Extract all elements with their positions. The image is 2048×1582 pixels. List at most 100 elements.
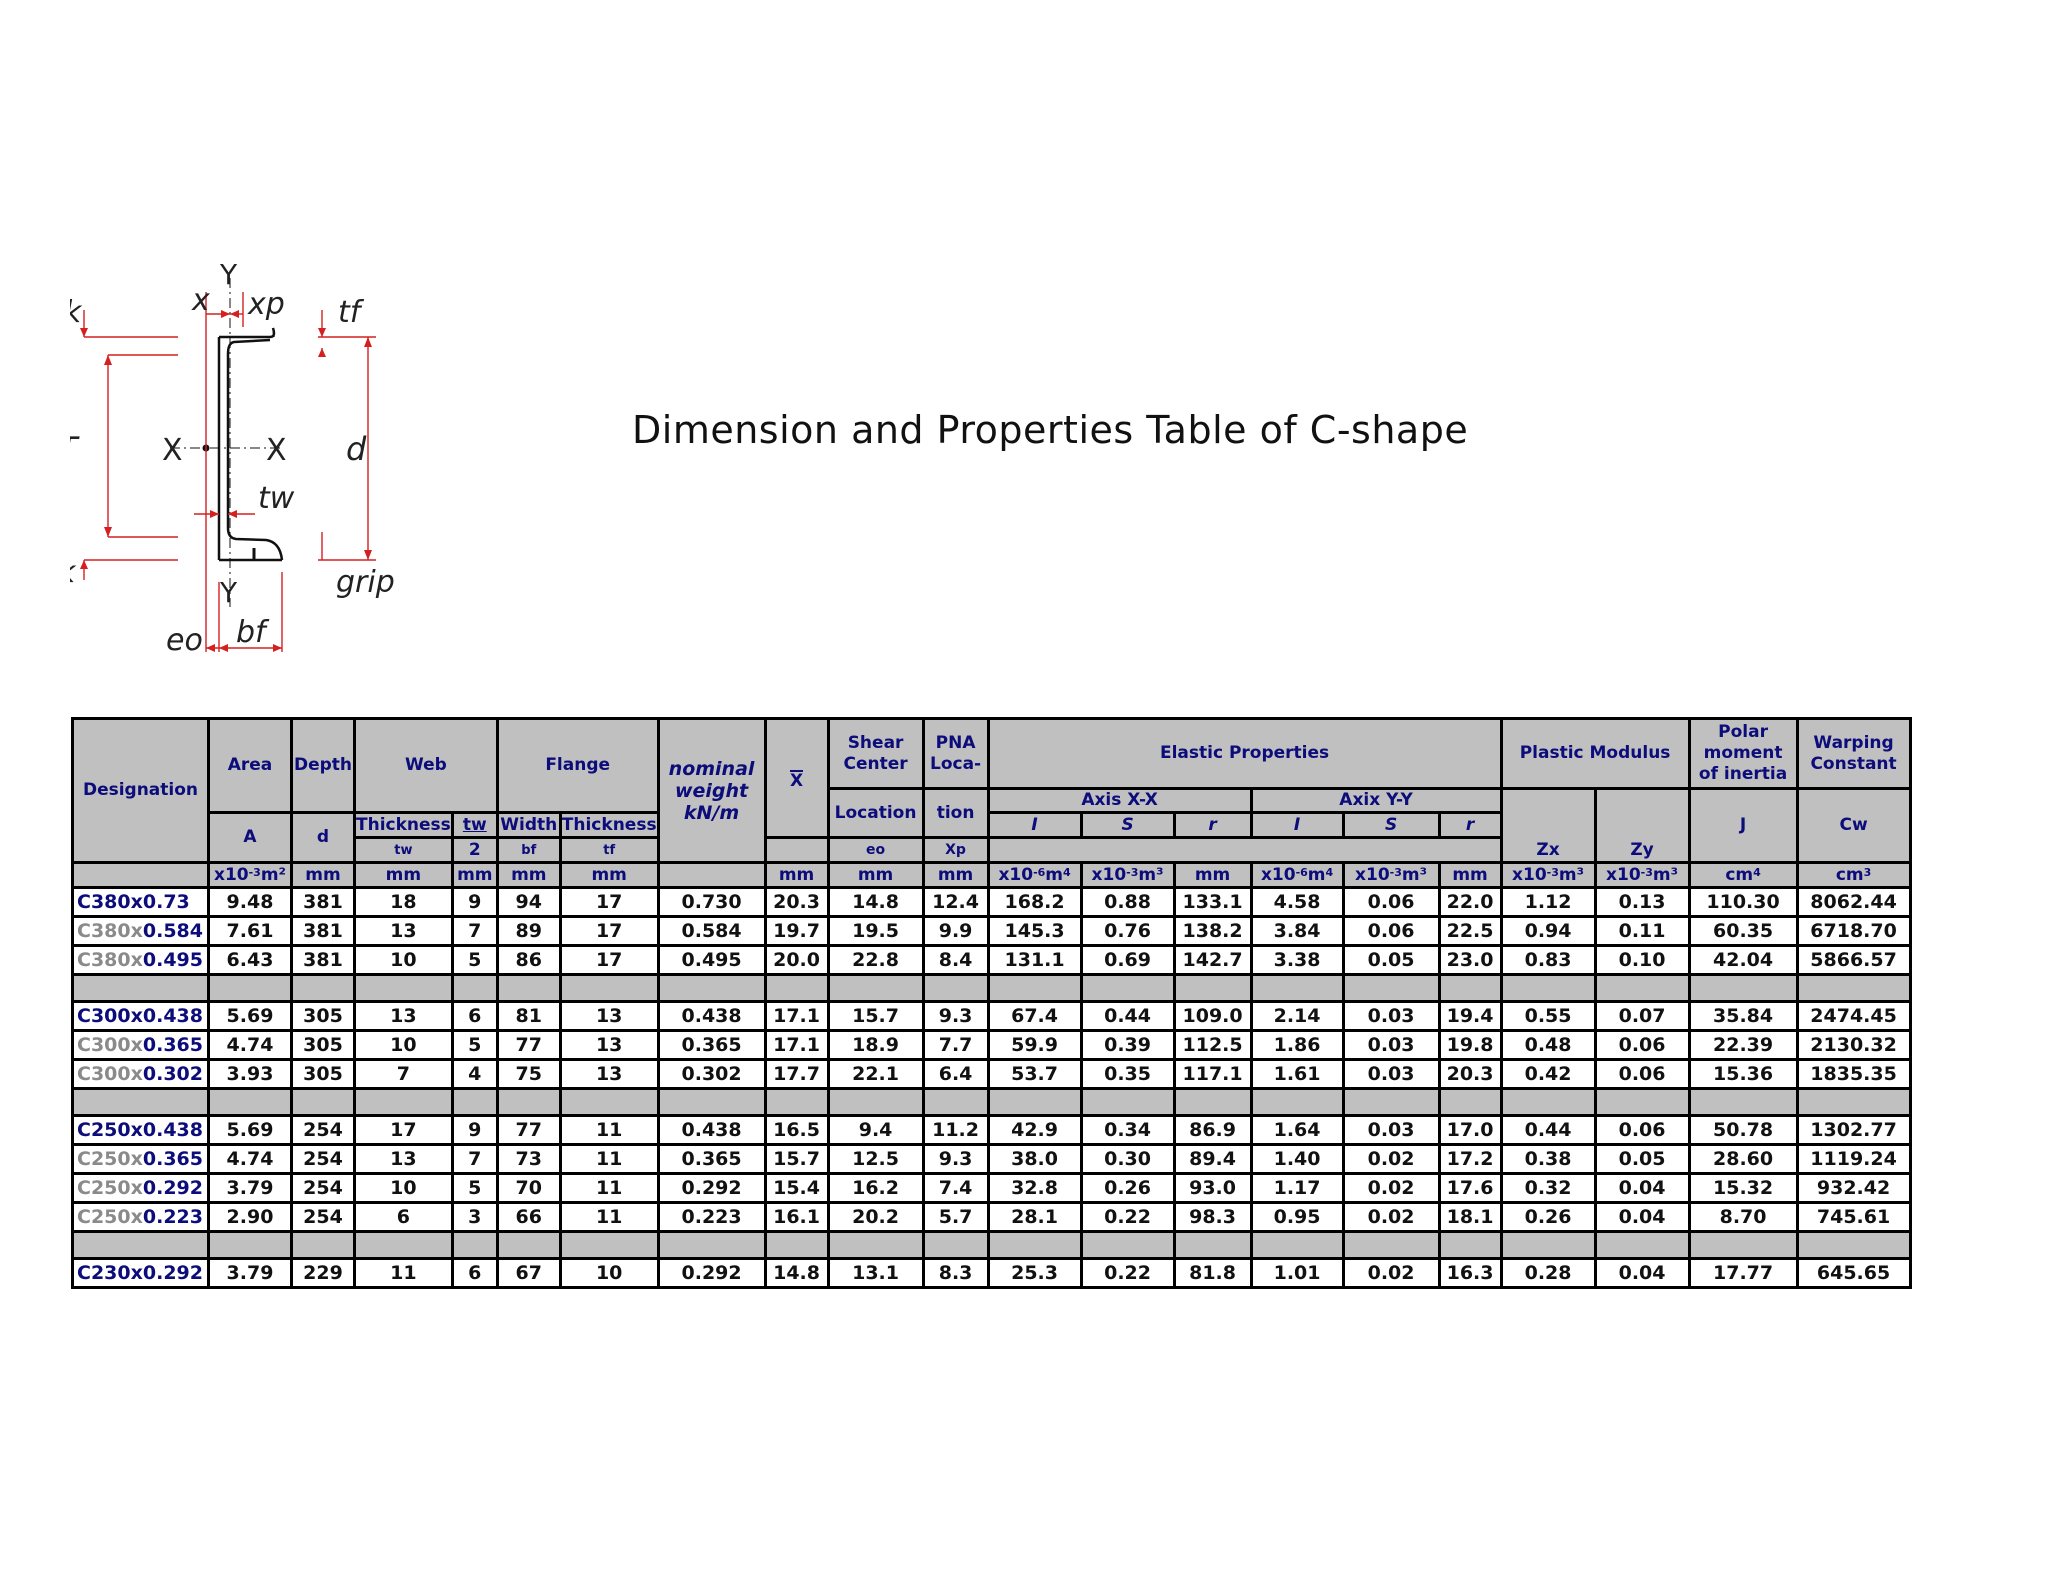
header-shear-center-line1: Shear <box>847 732 904 753</box>
table-cell: 0.292 <box>656 1257 767 1289</box>
designation-prefix: C380x <box>77 891 143 913</box>
table-cell: 142.7 <box>1172 944 1253 976</box>
table-cell: 15.4 <box>763 1172 830 1204</box>
spacer-cell <box>763 1087 830 1117</box>
spacer-cell <box>921 1087 990 1117</box>
table-cell: 28.60 <box>1687 1143 1799 1175</box>
designation-suffix: 0.365 <box>142 1034 203 1056</box>
header-nominal-weight-line3: kN/m <box>683 801 740 824</box>
table-cell: 1.40 <box>1249 1143 1345 1175</box>
table-cell: 9.3 <box>921 1143 990 1175</box>
table-row: C300x0.365 4.74 305 10 5 77 13 0.365 17.1 18.9 7.7… <box>71 1029 1912 1061</box>
table-cell: 0.02 <box>1341 1172 1441 1204</box>
table-cell: 93.0 <box>1172 1172 1253 1204</box>
table-cell: 4.74 <box>207 1029 293 1061</box>
table-cell: 0.55 <box>1499 1000 1597 1032</box>
table-cell: 5.69 <box>207 1114 293 1146</box>
table-cell: 1835.35 <box>1795 1058 1912 1090</box>
spacer-cell <box>495 1230 562 1260</box>
table-cell: 20.3 <box>763 886 830 918</box>
table-cell: 8.4 <box>921 944 990 976</box>
table-cell: 0.48 <box>1499 1029 1597 1061</box>
spacer-cell <box>986 973 1083 1003</box>
unit-rx: mm <box>1172 861 1253 889</box>
table-cell: 5866.57 <box>1795 944 1912 976</box>
table-cell: 0.44 <box>1499 1114 1597 1146</box>
table-cell: 70 <box>495 1172 562 1204</box>
T-label: T <box>70 430 80 468</box>
table-cell: 5 <box>450 1172 499 1204</box>
table-cell: 117.1 <box>1172 1058 1253 1090</box>
designation-cell: C300x0.365 <box>71 1029 210 1061</box>
tf-label: tf <box>338 295 365 330</box>
y-axis-label-bottom: Y <box>219 576 238 609</box>
unit-sy: x10-3m³ <box>1341 861 1441 889</box>
table-spacer-row <box>71 1230 1912 1260</box>
table-cell: 60.35 <box>1687 915 1799 947</box>
unit-j: cm4 <box>1687 861 1799 889</box>
header-eo-symbol: eo <box>826 836 925 864</box>
table-cell: 17.6 <box>1437 1172 1503 1204</box>
table-cell: 0.438 <box>656 1114 767 1146</box>
table-cell: 22.1 <box>826 1058 925 1090</box>
table-cell: 13 <box>558 1058 660 1090</box>
table-cell: 25.3 <box>986 1257 1083 1289</box>
table-cell: 73 <box>495 1143 562 1175</box>
spacer-cell <box>450 973 499 1003</box>
table-cell: 12.5 <box>826 1143 925 1175</box>
table-cell: 20.0 <box>763 944 830 976</box>
unit-designation <box>71 861 210 889</box>
table-cell: 1.17 <box>1249 1172 1345 1204</box>
table-cell: 6.4 <box>921 1058 990 1090</box>
table-cell: 18.9 <box>826 1029 925 1061</box>
table-cell: 6 <box>450 1257 499 1289</box>
table-cell: 3.84 <box>1249 915 1345 947</box>
spacer-cell <box>1079 1230 1176 1260</box>
header-pna-line1: PNA <box>935 732 976 753</box>
header-flange: Flange <box>495 717 660 814</box>
table-cell: 381 <box>290 886 356 918</box>
spacer-cell <box>71 973 210 1003</box>
table-cell: 0.02 <box>1341 1143 1441 1175</box>
spacer-cell <box>1341 1230 1441 1260</box>
table-cell: 0.83 <box>1499 944 1597 976</box>
table-cell: 5 <box>450 1029 499 1061</box>
unit-tw2: mm <box>450 861 499 889</box>
table-cell: 0.04 <box>1593 1257 1691 1289</box>
table-cell: 81.8 <box>1172 1257 1253 1289</box>
spacer-cell <box>1172 1087 1253 1117</box>
k-label-bottom: k <box>70 555 77 590</box>
table-cell: 81 <box>495 1000 562 1032</box>
header-nominal-weight-line1: nominal <box>668 757 755 780</box>
designation-cell: C250x0.223 <box>71 1201 210 1233</box>
header-polar-line3: of inertia <box>1698 764 1788 784</box>
table-cell: 0.06 <box>1341 915 1441 947</box>
table-cell: 15.36 <box>1687 1058 1799 1090</box>
table-cell: 0.03 <box>1341 1000 1441 1032</box>
table-spacer-row <box>71 1087 1912 1117</box>
header-sy: S <box>1341 811 1441 839</box>
table-cell: 0.32 <box>1499 1172 1597 1204</box>
table-row: C250x0.223 2.90 254 6 3 66 11 0.223 16.1 20.2 5.7 2… <box>71 1201 1912 1233</box>
table-cell: 11 <box>558 1143 660 1175</box>
header-d: d <box>290 811 356 864</box>
table-cell: 1.86 <box>1249 1029 1345 1061</box>
table-cell: 5 <box>450 944 499 976</box>
header-web-thickness: Thickness <box>353 811 454 839</box>
table-cell: 0.88 <box>1079 886 1176 918</box>
spacer-cell <box>1249 973 1345 1003</box>
spacer-cell <box>353 1087 454 1117</box>
table-cell: 381 <box>290 944 356 976</box>
spacer-cell <box>1172 1230 1253 1260</box>
table-cell: 17 <box>558 886 660 918</box>
table-cell: 645.65 <box>1795 1257 1912 1289</box>
table-cell: 22.8 <box>826 944 925 976</box>
table-cell: 17.1 <box>763 1000 830 1032</box>
header-rx: r <box>1172 811 1253 839</box>
unit-d: mm <box>290 861 356 889</box>
designation-prefix: C300x <box>77 1063 143 1085</box>
x-axis-label-left: X <box>162 433 183 468</box>
table-cell: 14.8 <box>826 886 925 918</box>
table-cell: 19.8 <box>1437 1029 1503 1061</box>
spacer-cell <box>353 973 454 1003</box>
